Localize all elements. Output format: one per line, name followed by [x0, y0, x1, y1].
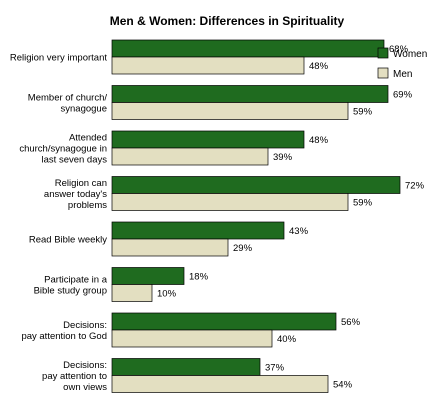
bar-men: [111, 238, 229, 257]
category-label: answer today's: [44, 189, 107, 200]
data-label: 56%: [341, 317, 361, 328]
bar-men: [111, 375, 329, 393]
data-label: 18%: [189, 272, 209, 283]
chart-title: Men & Women: Differences in Spirituality: [110, 14, 345, 28]
bar-group: Read Bible weekly 43% 29%: [29, 221, 309, 257]
bar-women: [111, 85, 389, 103]
category-label: Decisions:: [63, 360, 107, 371]
data-label: 59%: [353, 107, 373, 118]
category-label: Bible study group: [34, 286, 107, 297]
category-label: Member of church/: [28, 93, 108, 104]
bar-group: Decisions:pay attention to God 56% 40%: [21, 312, 361, 348]
bar-men: [111, 102, 349, 120]
data-label: 59%: [353, 198, 373, 209]
bar-women: [111, 221, 285, 240]
category-label: Attended: [69, 133, 107, 144]
data-label: 48%: [309, 61, 329, 72]
bar-women: [111, 39, 385, 58]
bar-men: [111, 284, 153, 302]
data-label: 39%: [273, 152, 293, 163]
data-label: 68%: [389, 44, 409, 55]
bar-group: Religion very important 68% 48%: [10, 39, 409, 75]
data-label: 43%: [289, 226, 309, 237]
legend-swatch-women: [377, 47, 389, 59]
category-label: Read Bible weekly: [29, 235, 107, 246]
category-label: pay attention to: [42, 371, 107, 382]
category-label: problems: [68, 200, 107, 211]
data-label: 69%: [393, 90, 413, 101]
bar-men: [111, 193, 349, 211]
bar-men: [111, 147, 269, 166]
data-label: 72%: [405, 181, 425, 192]
data-label: 10%: [157, 289, 177, 300]
category-label: Participate in a: [44, 275, 108, 286]
legend-label-women: Women: [393, 49, 427, 60]
legend-swatch-men: [377, 67, 389, 79]
category-label: own views: [63, 382, 107, 393]
category-label: last seven days: [42, 155, 108, 166]
category-label: Decisions:: [63, 320, 107, 331]
bar-women: [111, 358, 261, 376]
bar-men: [111, 329, 273, 348]
bars-layer: Religion very important 68% 48% Member of c…: [10, 39, 425, 393]
data-label: 37%: [265, 363, 285, 374]
category-label: church/synagogue in: [19, 144, 107, 155]
legend: Women Men: [377, 47, 427, 80]
category-label: Religion can: [55, 178, 107, 189]
bar-women: [111, 267, 185, 285]
data-label: 54%: [333, 380, 353, 391]
data-label: 40%: [277, 334, 297, 345]
bar-women: [111, 176, 401, 194]
bar-women: [111, 130, 305, 149]
bar-women: [111, 312, 337, 331]
bar-men: [111, 56, 305, 75]
category-label: Religion very important: [10, 53, 108, 64]
data-label: 48%: [309, 135, 329, 146]
category-label: synagogue: [61, 104, 107, 115]
data-label: 29%: [233, 243, 253, 254]
category-label: pay attention to God: [21, 331, 107, 342]
legend-label-men: Men: [393, 69, 412, 80]
bar-group: Member of church/synagogue 69% 59%: [28, 85, 413, 120]
